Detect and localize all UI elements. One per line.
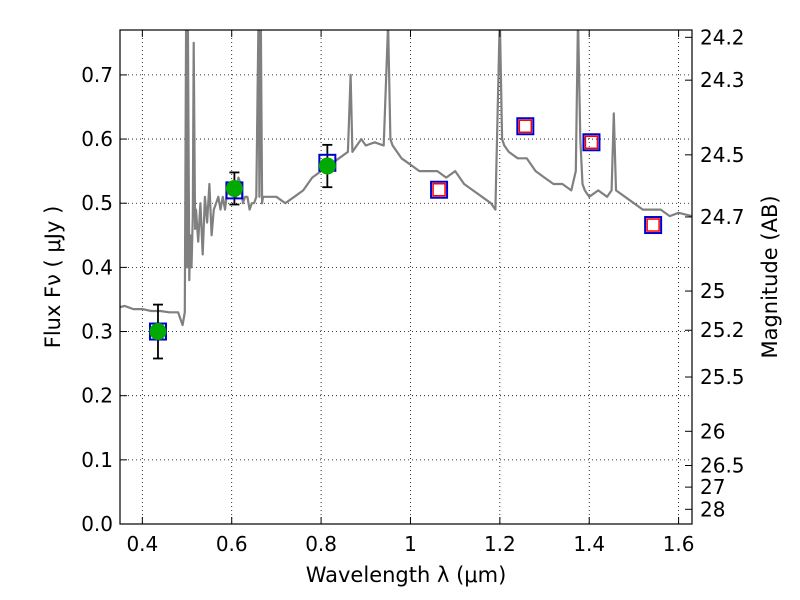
y-axis-label: Flux Fν ( μJy ) [41,206,65,349]
axis-ticks: 0.4 0.6 0.8 1 1.2 1.4 1.6 0.0 0.1 0.2 0.3 0.4 0.5 0.6… [81,25,744,556]
right-tick-label: 25 [700,279,725,303]
x-tick-label: 0.4 [126,532,158,556]
x-tick-label: 1 [404,532,417,556]
right-tick-label: 24.7 [700,205,745,229]
right-tick-label: 28 [700,497,725,521]
model-phot-square [582,133,601,152]
right-tick-label: 24.2 [700,25,745,49]
observed-point [149,323,167,341]
right-tick-label: 25.2 [700,318,745,342]
model-phot-square [430,180,449,199]
observed-point [318,157,336,175]
y-tick-label: 0.0 [81,512,113,536]
right-tick-label: 24.5 [700,143,745,167]
right-tick-label: 26 [700,419,725,443]
right-tick-label: 25.5 [700,365,745,389]
model-phot-inner-square [432,182,446,197]
x-axis-label: Wavelength λ (μm) [306,563,507,587]
x-tick-label: 1.4 [573,532,605,556]
model-phot-square [644,216,663,235]
x-tick-label: 0.6 [216,532,248,556]
right-axis-label: Magnitude (AB) [758,195,782,358]
y-tick-label: 0.3 [81,320,113,344]
x-tick-label: 1.6 [663,532,695,556]
y-tick-label: 0.2 [81,384,113,408]
model-phot-inner-square [646,218,660,232]
right-tick-label: 27 [700,475,725,499]
plot-frame [119,29,693,525]
plot-area [120,30,692,360]
gridlines [120,30,692,525]
right-tick-label: 24.3 [700,68,745,92]
right-tick-label: 26.5 [700,453,745,477]
y-tick-label: 0.4 [81,255,113,279]
model-phot-square [516,117,535,136]
model-phot-inner-square [518,119,533,133]
y-tick-label: 0.5 [81,191,113,215]
sed-line [120,30,692,327]
observed-point [225,179,243,197]
y-tick-label: 0.7 [81,63,113,87]
x-tick-label: 0.8 [305,532,337,556]
x-tick-label: 1.2 [484,532,516,556]
model-phot-inner-square [584,135,599,150]
y-tick-label: 0.1 [81,448,113,472]
y-tick-label: 0.6 [81,127,113,151]
